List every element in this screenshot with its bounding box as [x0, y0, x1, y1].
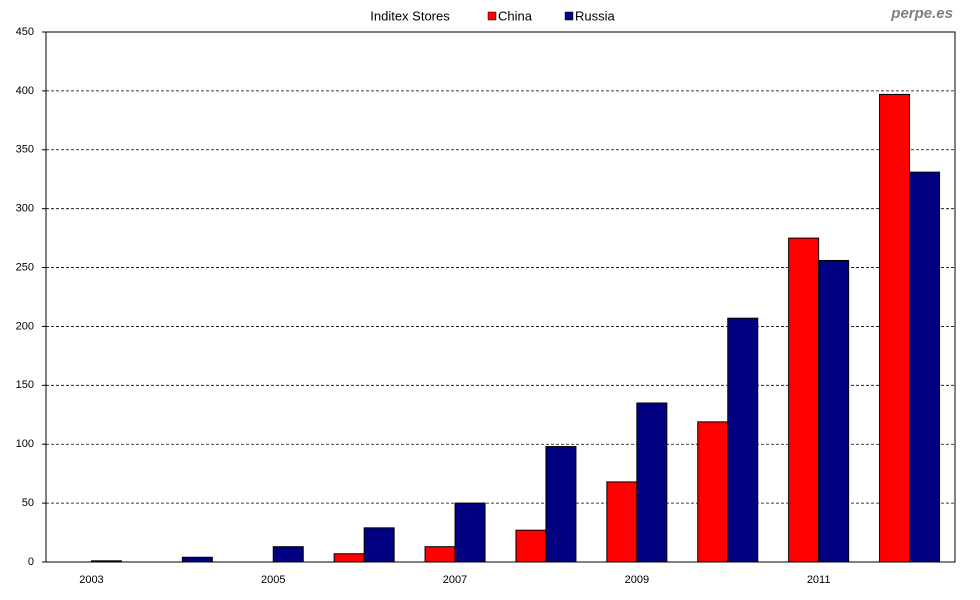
- legend-label: China: [498, 8, 533, 23]
- bar: [909, 171, 941, 563]
- plot-border: [45, 31, 956, 563]
- bar: [727, 317, 759, 563]
- bar: [363, 527, 395, 563]
- x-tick-label: 2011: [807, 574, 831, 586]
- bar: [272, 546, 304, 563]
- bar: [818, 259, 850, 563]
- bar: [515, 529, 547, 563]
- y-tick-label: 300: [16, 203, 34, 215]
- y-tick-label: 250: [16, 261, 34, 273]
- x-tick-label: 2003: [79, 574, 103, 586]
- y-tick-label: 0: [28, 556, 34, 568]
- legend-swatch: [564, 11, 574, 21]
- bar: [181, 556, 213, 563]
- y-tick-label: 200: [16, 320, 34, 332]
- legend-swatch: [487, 11, 497, 21]
- x-tick-label: 2007: [443, 574, 467, 586]
- bar: [545, 446, 577, 563]
- bar: [636, 402, 668, 563]
- y-tick-label: 150: [16, 379, 34, 391]
- watermark: perpe.es: [890, 5, 953, 22]
- bar: [697, 421, 729, 563]
- bar: [879, 93, 911, 563]
- bar: [606, 481, 638, 563]
- y-tick-label: 100: [16, 438, 34, 450]
- chart-title: Inditex Stores: [370, 8, 450, 23]
- bar: [333, 553, 365, 563]
- x-tick-label: 2009: [625, 574, 649, 586]
- y-tick-label: 400: [16, 85, 34, 97]
- legend-label: Russia: [575, 8, 616, 23]
- bar: [788, 237, 820, 563]
- bar: [454, 502, 486, 563]
- y-tick-label: 350: [16, 144, 34, 156]
- x-tick-label: 2005: [261, 574, 285, 586]
- bar: [424, 546, 456, 563]
- y-tick-label: 50: [22, 497, 34, 509]
- y-tick-label: 450: [16, 26, 34, 38]
